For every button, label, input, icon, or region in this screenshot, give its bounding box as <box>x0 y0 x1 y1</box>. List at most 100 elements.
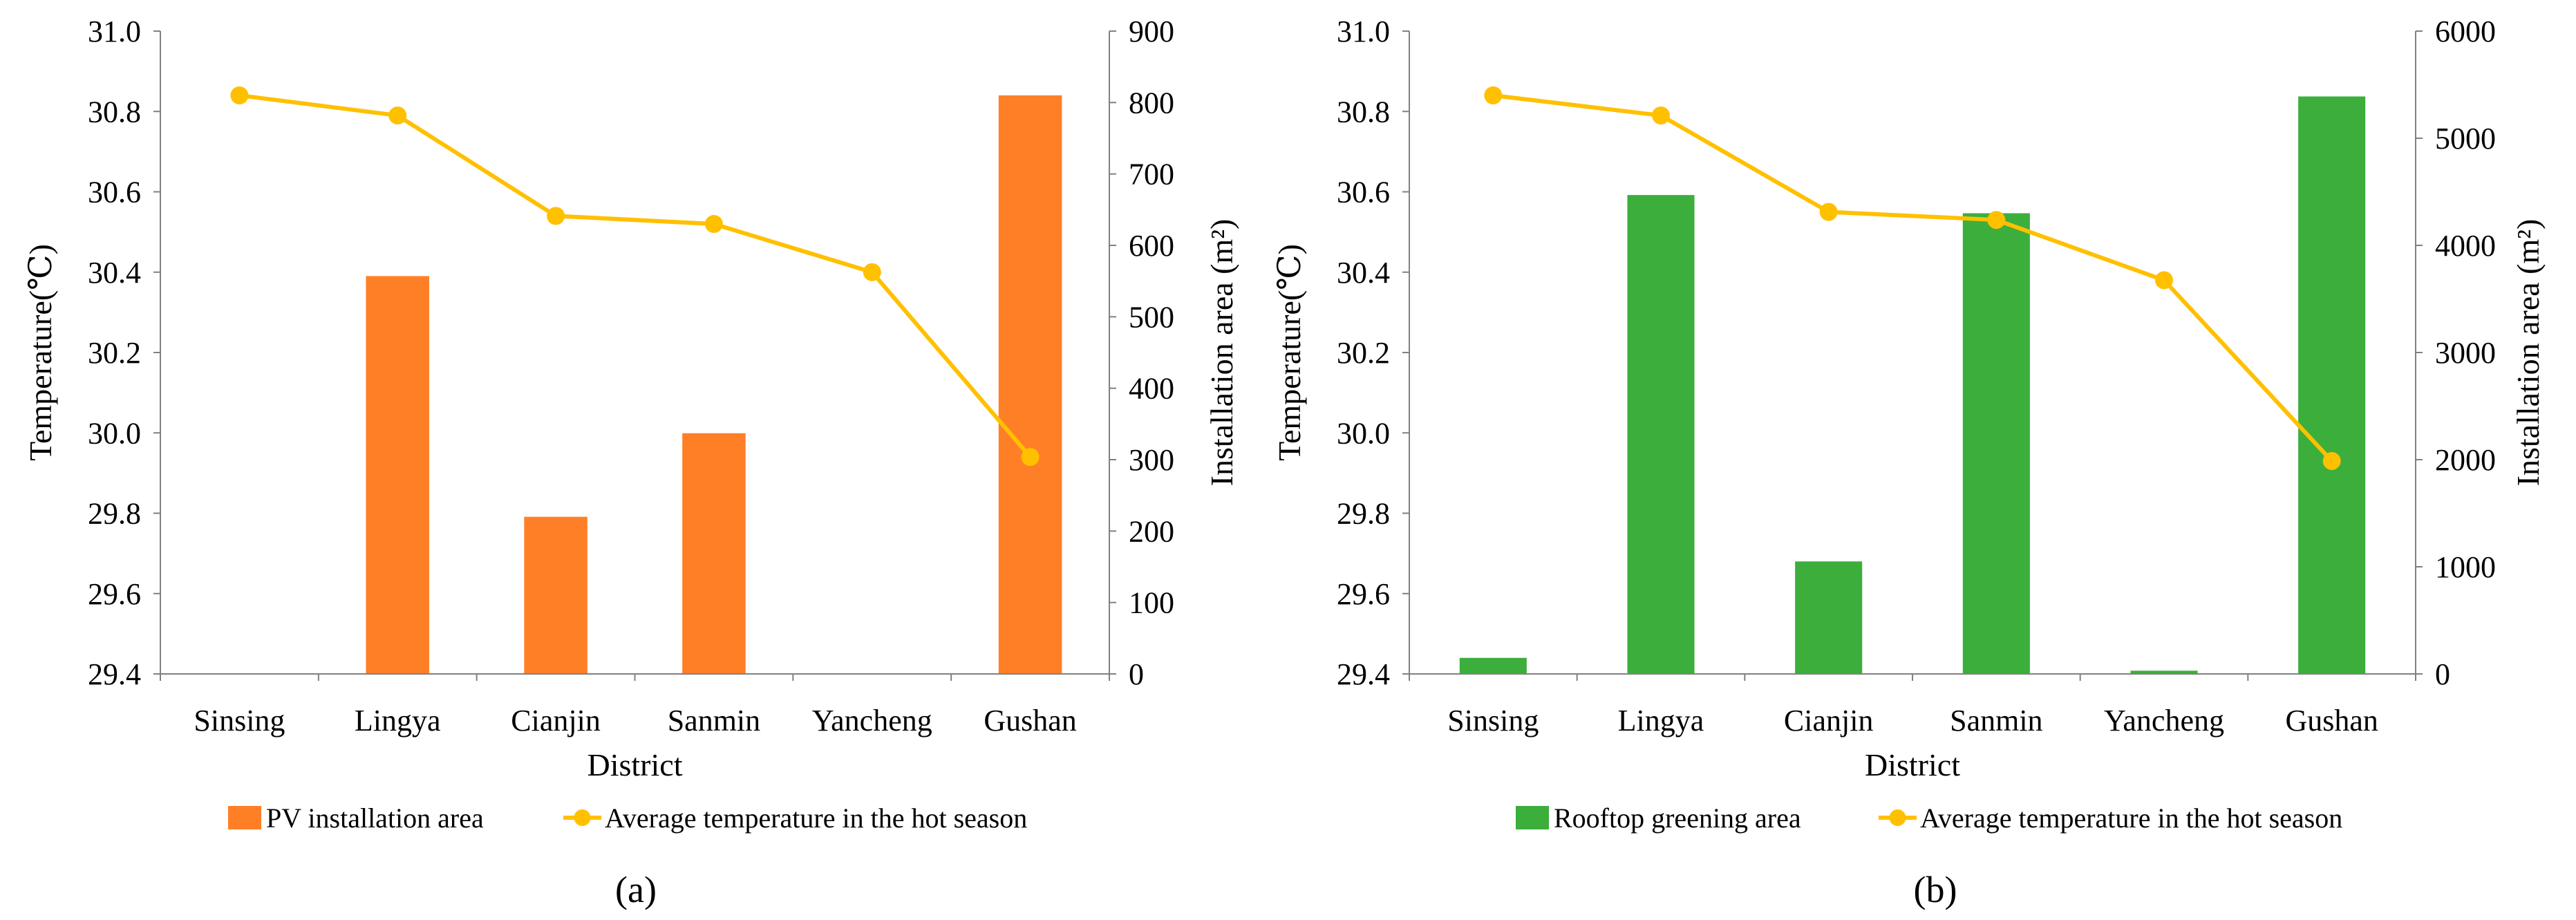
left-tick-label: 30.0 <box>1337 416 1390 450</box>
bar-yancheng <box>2130 670 2198 674</box>
legend-swatch-bar-b <box>1516 806 1549 829</box>
x-tick-label-cianjin: Cianjin <box>511 704 601 738</box>
temperature-line-a <box>230 86 1040 467</box>
right-tick-label: 700 <box>1129 158 1174 191</box>
temperature-point-sinsing <box>1484 86 1503 104</box>
temperature-point-lingya <box>388 106 407 125</box>
bar-gushan <box>2298 96 2366 675</box>
x-tick-label-lingya: Lingya <box>355 704 441 738</box>
left-axis-ticks-b: 29.4 29.6 29.8 30.0 30.2 30.4 30.6 30.8 31.0 <box>1337 15 1409 691</box>
left-tick-label: 31.0 <box>1337 15 1390 48</box>
x-tick-label-lingya: Lingya <box>1618 704 1704 738</box>
right-tick-label: 800 <box>1129 86 1174 120</box>
left-tick-label: 30.4 <box>1337 256 1390 290</box>
right-tick-label: 4000 <box>2435 229 2496 263</box>
right-tick-label: 300 <box>1129 443 1174 477</box>
right-tick-label: 400 <box>1129 372 1174 406</box>
temperature-line-path <box>239 93 1032 459</box>
temperature-point-sanmin <box>704 215 723 233</box>
y-axis-label-left-b: Temperature(℃) <box>1272 244 1307 461</box>
bar-lingya <box>1627 195 1695 674</box>
right-tick-label: 3000 <box>2435 336 2496 370</box>
temperature-point-sinsing <box>230 86 249 104</box>
right-tick-label: 2000 <box>2435 443 2496 477</box>
left-tick-label: 30.8 <box>88 95 141 129</box>
right-axis-ticks-a: 0 100 200 300 400 500 600 700 800 900 <box>1109 15 1174 691</box>
y-axis-label-right-a: Installation area (m²) <box>1204 219 1239 487</box>
right-tick-label: 200 <box>1129 514 1174 548</box>
left-tick-label: 30.6 <box>1337 176 1390 209</box>
x-tick-label-sanmin: Sanmin <box>1950 704 2042 738</box>
plot-frame-a <box>160 31 1110 675</box>
y-axis-label-right-b: Installation area (m²) <box>2510 219 2546 487</box>
left-tick-label: 30.2 <box>88 336 141 370</box>
right-tick-label: 600 <box>1129 229 1174 263</box>
temperature-point-gushan <box>2322 451 2341 470</box>
x-tick-label-yancheng: Yancheng <box>812 704 932 738</box>
legend-label-line-b: Average temperature in the hot season <box>1920 802 2342 834</box>
x-tick-label-cianjin: Cianjin <box>1784 704 1874 738</box>
x-tick-label-sinsing: Sinsing <box>1447 704 1539 738</box>
chart-panel-b: 29.4 29.6 29.8 30.0 30.2 30.4 30.6 30.8 31.0 0 10… <box>1272 15 2546 910</box>
temperature-point-gushan <box>1021 448 1040 467</box>
left-tick-label: 29.4 <box>1337 657 1390 691</box>
left-tick-label: 29.4 <box>88 657 141 691</box>
temperature-point-yancheng <box>863 263 881 281</box>
bar-cianjin <box>1795 561 1863 674</box>
left-tick-label: 30.0 <box>88 416 141 450</box>
legend-b: Rooftop greening area Average temperatur… <box>1516 802 2342 834</box>
left-axis-ticks-a: 29.4 29.6 29.8 30.0 30.2 30.4 30.6 30.8 31.0 <box>88 15 160 691</box>
right-tick-label: 1000 <box>2435 550 2496 584</box>
x-tick-label-gushan: Gushan <box>984 704 1076 738</box>
temperature-point-lingya <box>1652 106 1670 125</box>
plot-frame-b <box>1409 31 2416 675</box>
legend-label-bar-b: Rooftop greening area <box>1554 802 1801 834</box>
legend-a: PV installation area Average temperature… <box>228 802 1027 834</box>
temperature-point-sanmin <box>1987 211 2006 229</box>
x-tick-label-gushan: Gushan <box>2285 704 2378 738</box>
temperature-line-b <box>1484 86 2341 470</box>
legend-label-bar-a: PV installation area <box>266 802 484 834</box>
legend-marker-line-b <box>1889 809 1906 826</box>
right-tick-label: 500 <box>1129 300 1174 334</box>
legend-marker-line-a <box>574 809 591 826</box>
x-tick-label-yancheng: Yancheng <box>2104 704 2224 738</box>
x-axis-label-b: District <box>1865 747 1960 782</box>
bars-a <box>366 95 1062 674</box>
left-tick-label: 29.8 <box>1337 497 1390 531</box>
bar-lingya <box>366 276 430 674</box>
temperature-point-yancheng <box>2155 271 2173 290</box>
panel-label-a: (a) <box>615 869 657 910</box>
x-axis-ticks-a: Sinsing Lingya Cianjin Sanmin Yancheng Gushan <box>160 674 1110 738</box>
bar-sinsing <box>1459 657 1527 674</box>
temperature-point-cianjin <box>547 207 565 225</box>
left-tick-label: 29.8 <box>88 497 141 531</box>
temperature-point-cianjin <box>1819 203 1838 221</box>
panel-label-b: (b) <box>1914 869 1957 910</box>
left-tick-label: 30.6 <box>88 176 141 209</box>
chart-panel-a: 29.4 29.6 29.8 30.0 30.2 30.4 30.6 30.8 31.0 0 10… <box>23 15 1239 910</box>
temperature-line-path <box>1492 93 2333 462</box>
right-tick-label: 6000 <box>2435 15 2496 48</box>
left-tick-label: 29.6 <box>1337 577 1390 611</box>
bar-gushan <box>998 95 1062 674</box>
right-axis-ticks-b: 0 1000 2000 3000 4000 5000 6000 <box>2416 15 2496 691</box>
y-axis-label-left-a: Temperature(℃) <box>23 244 58 461</box>
x-axis-ticks-b: Sinsing Lingya Cianjin Sanmin Yancheng Gushan <box>1409 674 2416 738</box>
right-tick-label: 100 <box>1129 586 1174 620</box>
right-tick-label: 900 <box>1129 15 1174 48</box>
left-tick-label: 31.0 <box>88 15 141 48</box>
legend-label-line-a: Average temperature in the hot season <box>605 802 1027 834</box>
right-tick-label: 0 <box>1129 657 1144 691</box>
x-tick-label-sinsing: Sinsing <box>194 704 285 738</box>
bar-sanmin <box>1962 213 2030 674</box>
right-tick-label: 0 <box>2435 657 2450 691</box>
left-tick-label: 30.8 <box>1337 95 1390 129</box>
legend-swatch-bar-a <box>228 806 261 829</box>
x-tick-label-sanmin: Sanmin <box>668 704 760 738</box>
left-tick-label: 29.6 <box>88 577 141 611</box>
left-tick-label: 30.4 <box>88 256 141 290</box>
bar-cianjin <box>524 516 587 674</box>
right-tick-label: 5000 <box>2435 122 2496 156</box>
